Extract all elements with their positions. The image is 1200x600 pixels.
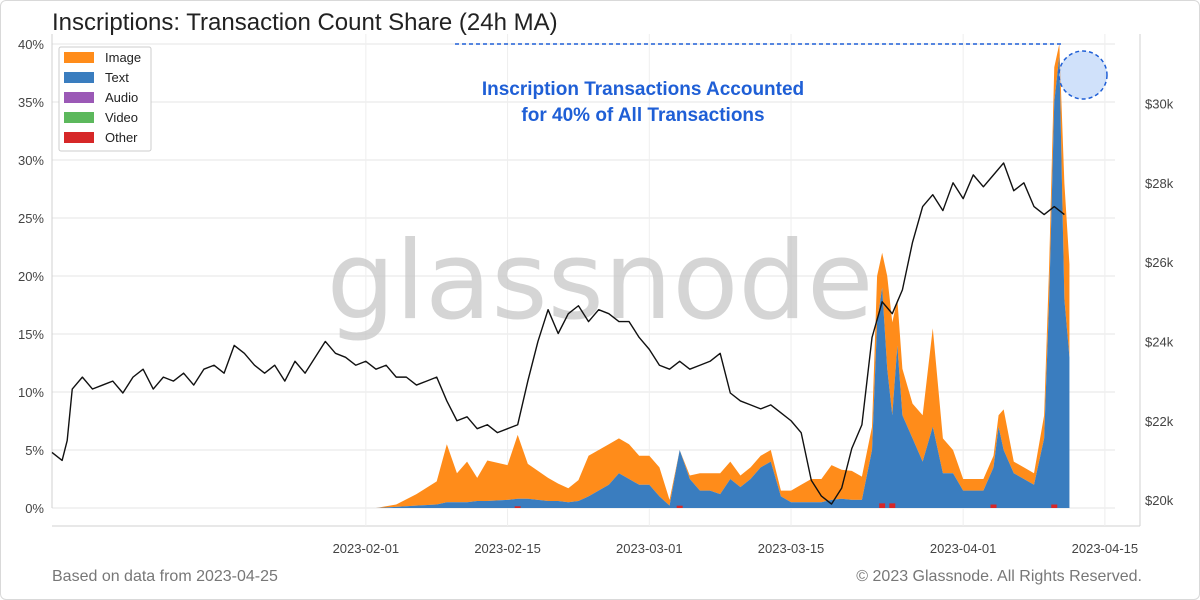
- area-text: [375, 55, 1070, 508]
- y-axis-right: $20k $22k $24k $26k $28k $30k: [1145, 96, 1174, 508]
- area-other: [1051, 504, 1058, 508]
- area-series: [375, 44, 1070, 508]
- area-image: [375, 44, 1070, 508]
- x-tick-label: 2023-04-01: [930, 541, 997, 556]
- y-tick-label: 10%: [18, 385, 44, 400]
- price-line: [51, 162, 1065, 505]
- y-tick-label: 15%: [18, 327, 44, 342]
- y-tick-label: 0%: [25, 501, 44, 516]
- y-tick-label: 20%: [18, 269, 44, 284]
- legend-label-text: Text: [105, 70, 129, 85]
- legend-swatch-text: [64, 72, 94, 83]
- legend-swatch-image: [64, 52, 94, 63]
- legend: Image Text Audio Video Other: [58, 46, 152, 152]
- legend-label-video: Video: [105, 110, 138, 125]
- y-axis-left: 0% 5% 10% 15% 20% 25% 30% 35% 40%: [18, 37, 44, 516]
- area-other: [889, 503, 896, 508]
- y-tick-label: 40%: [18, 37, 44, 52]
- legend-swatch-video: [64, 112, 94, 123]
- x-tick-label: 2023-02-15: [474, 541, 541, 556]
- y-right-tick-label: $26k: [1145, 255, 1174, 270]
- y-right-tick-label: $24k: [1145, 334, 1174, 349]
- legend-swatch-audio: [64, 92, 94, 103]
- area-other: [676, 505, 683, 508]
- x-tick-label: 2023-03-01: [616, 541, 683, 556]
- watermark: glassnode: [327, 219, 874, 344]
- legend-swatch-other: [64, 132, 94, 143]
- x-tick-label: 2023-03-15: [758, 541, 825, 556]
- y-right-tick-label: $22k: [1145, 414, 1174, 429]
- area-other: [879, 503, 886, 508]
- annotation-text: Inscription Transactions Accounted: [482, 79, 804, 100]
- y-right-tick-label: $20k: [1145, 493, 1174, 508]
- y-right-tick-label: $30k: [1145, 96, 1174, 111]
- area-other: [990, 504, 997, 508]
- y-tick-label: 30%: [18, 153, 44, 168]
- x-axis: 2023-02-01 2023-02-15 2023-03-01 2023-03-15…: [333, 541, 1139, 556]
- price-series: [51, 162, 1065, 505]
- legend-label-image: Image: [105, 50, 141, 65]
- legend-label-other: Other: [105, 130, 138, 145]
- x-tick-label: 2023-04-15: [1072, 541, 1139, 556]
- y-tick-label: 35%: [18, 95, 44, 110]
- annotation-text: for 40% of All Transactions: [521, 105, 764, 126]
- data-note: Based on data from 2023-04-25: [52, 568, 278, 585]
- annotation-highlight-circle: [1058, 50, 1108, 100]
- x-tick-label: 2023-02-01: [333, 541, 400, 556]
- copyright: © 2023 Glassnode. All Rights Reserved.: [856, 568, 1142, 585]
- annotation: Inscription Transactions Accounted for 40…: [455, 43, 1108, 126]
- chart-title: Inscriptions: Transaction Count Share (2…: [52, 9, 558, 36]
- legend-label-audio: Audio: [105, 90, 138, 105]
- y-tick-label: 25%: [18, 211, 44, 226]
- y-tick-label: 5%: [25, 443, 44, 458]
- y-right-tick-label: $28k: [1145, 176, 1174, 191]
- area-other: [514, 506, 521, 508]
